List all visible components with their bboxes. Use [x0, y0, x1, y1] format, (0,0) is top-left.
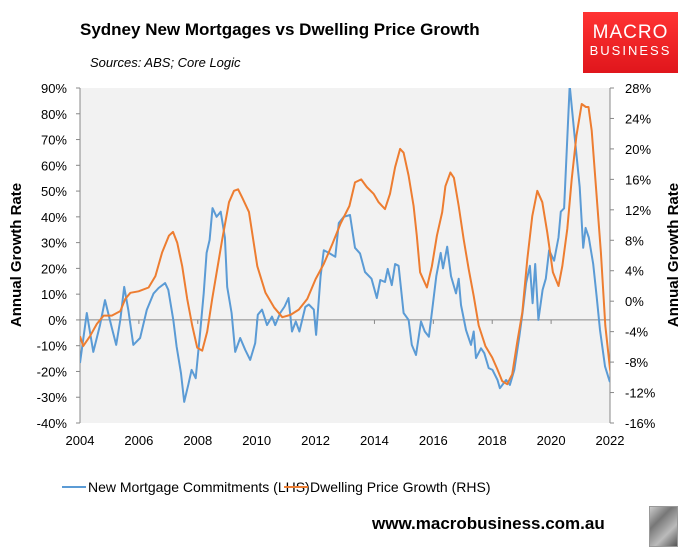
x-tick-label: 2010	[242, 433, 271, 448]
right-axis-title: Annual Growth Rate	[665, 183, 682, 327]
right-tick-label: 12%	[625, 203, 651, 218]
left-tick-label: -30%	[37, 390, 68, 405]
right-tick-label: -12%	[625, 386, 656, 401]
left-tick-label: 0%	[48, 313, 67, 328]
left-tick-label: 30%	[41, 236, 67, 251]
logo-line1: MACRO	[592, 22, 669, 43]
logo-line2: BUSINESS	[589, 43, 672, 58]
x-tick-label: 2014	[360, 433, 389, 448]
x-tick-label: 2006	[124, 433, 153, 448]
right-tick-label: 20%	[625, 142, 651, 157]
left-tick-label: 70%	[41, 133, 67, 148]
right-tick-label: 8%	[625, 233, 644, 248]
x-tick-label: 2018	[478, 433, 507, 448]
x-tick-label: 2022	[596, 433, 625, 448]
left-tick-label: 50%	[41, 184, 67, 199]
right-tick-label: 24%	[625, 111, 651, 126]
left-tick-label: -40%	[37, 416, 68, 431]
left-tick-label: 40%	[41, 210, 67, 225]
chart-subtitle: Sources: ABS; Core Logic	[90, 55, 241, 70]
x-tick-label: 2020	[537, 433, 566, 448]
legend-label: Dwelling Price Growth (RHS)	[310, 479, 490, 495]
right-tick-label: 4%	[625, 264, 644, 279]
left-tick-label: 10%	[41, 287, 67, 302]
right-tick-label: -4%	[625, 325, 649, 340]
x-tick-label: 2004	[66, 433, 95, 448]
left-tick-label: 90%	[41, 81, 67, 96]
left-tick-label: 80%	[41, 107, 67, 122]
left-axis-title: Annual Growth Rate	[8, 183, 25, 327]
chart-title: Sydney New Mortgages vs Dwelling Price G…	[80, 20, 480, 39]
right-tick-label: 0%	[625, 294, 644, 309]
wolf-logo-icon	[649, 506, 678, 547]
right-tick-label: -8%	[625, 355, 649, 370]
website-url: www.macrobusiness.com.au	[372, 514, 605, 533]
left-tick-label: 20%	[41, 261, 67, 276]
legend-label: New Mortgage Commitments (LHS)	[88, 479, 310, 495]
x-tick-label: 2012	[301, 433, 330, 448]
right-tick-label: 16%	[625, 172, 651, 187]
series-line-dwelling-price	[80, 103, 610, 386]
series-line-mortgage-commitments	[80, 88, 610, 403]
left-tick-label: -20%	[37, 364, 68, 379]
left-tick-label: 60%	[41, 158, 67, 173]
right-tick-label: 28%	[625, 81, 651, 96]
left-tick-label: -10%	[37, 339, 68, 354]
macrobusiness-logo: MACRO BUSINESS	[583, 12, 678, 73]
x-tick-label: 2008	[183, 433, 212, 448]
plot-area	[80, 88, 610, 423]
x-tick-label: 2016	[419, 433, 448, 448]
right-tick-label: -16%	[625, 416, 656, 431]
